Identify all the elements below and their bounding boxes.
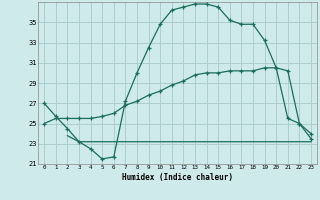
X-axis label: Humidex (Indice chaleur): Humidex (Indice chaleur)	[122, 173, 233, 182]
